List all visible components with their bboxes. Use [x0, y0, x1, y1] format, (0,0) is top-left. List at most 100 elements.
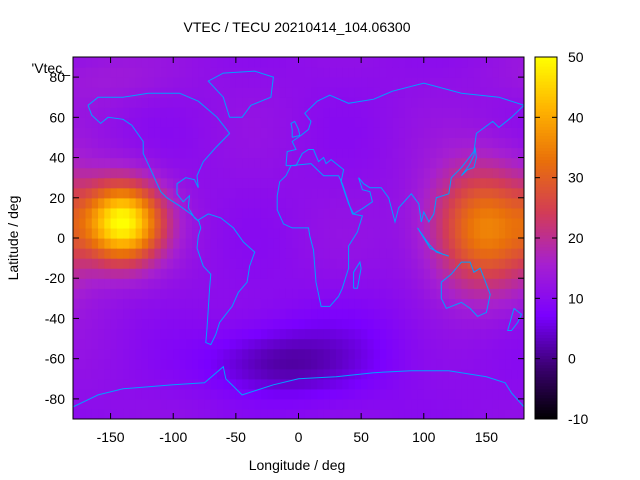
heatmap-cell	[166, 167, 174, 179]
heatmap-cell	[135, 167, 143, 179]
heatmap-cell	[73, 167, 80, 179]
heatmap-cell	[373, 238, 381, 249]
heatmap-cell	[110, 167, 118, 179]
heatmap-cell	[185, 248, 193, 259]
heatmap-cell	[498, 137, 506, 149]
heatmap-cell	[91, 87, 99, 98]
heatmap-cell	[361, 348, 368, 360]
heatmap-cell	[279, 137, 287, 149]
heatmap-cell	[517, 278, 524, 289]
heatmap-cell	[110, 248, 118, 259]
heatmap-cell	[317, 137, 325, 149]
heatmap-cell	[185, 338, 193, 350]
heatmap-cell	[285, 217, 293, 229]
heatmap-cell	[336, 408, 343, 419]
heatmap-cell	[204, 127, 212, 139]
heatmap-cell	[273, 248, 281, 259]
heatmap-cell	[404, 338, 412, 350]
heatmap-cell	[386, 167, 394, 179]
heatmap-cell	[166, 278, 174, 289]
heatmap-cell	[430, 97, 437, 108]
heatmap-cell	[492, 338, 500, 350]
heatmap-cell	[361, 77, 368, 88]
heatmap-cell	[367, 328, 375, 340]
heatmap-cell	[392, 268, 400, 279]
heatmap-cell	[148, 298, 156, 309]
heatmap-cell	[336, 67, 343, 78]
heatmap-cell	[235, 338, 243, 350]
heatmap-cell	[323, 318, 331, 330]
heatmap-cell	[279, 87, 287, 98]
heatmap-cell	[342, 67, 350, 78]
heatmap-cell	[235, 278, 243, 289]
heatmap-cell	[505, 298, 513, 309]
heatmap-cell	[160, 368, 168, 380]
heatmap-cell	[342, 87, 350, 98]
heatmap-cell	[361, 177, 368, 189]
heatmap-cell	[91, 67, 99, 78]
heatmap-cell	[98, 408, 105, 419]
heatmap-cell	[373, 217, 381, 229]
heatmap-cell	[455, 338, 462, 350]
heatmap-cell	[141, 268, 149, 279]
heatmap-cell	[386, 288, 394, 299]
heatmap-cell	[229, 177, 237, 189]
heatmap-cell	[129, 258, 137, 269]
heatmap-cell	[235, 348, 243, 360]
heatmap-cell	[148, 227, 156, 239]
heatmap-cell	[98, 238, 105, 249]
heatmap-cell	[480, 408, 488, 419]
heatmap-cell	[192, 378, 199, 390]
heatmap-cell	[323, 57, 331, 68]
colorbar-segment	[535, 57, 557, 61]
heatmap-cell	[85, 338, 93, 350]
heatmap-cell	[210, 398, 218, 410]
heatmap-cell	[79, 298, 87, 309]
colorbar-segment	[535, 247, 557, 251]
heatmap-cell	[379, 207, 387, 219]
heatmap-cell	[179, 67, 187, 78]
heatmap-cell	[329, 238, 337, 249]
heatmap-cell	[448, 97, 456, 108]
heatmap-cell	[198, 227, 206, 239]
heatmap-cell	[411, 87, 419, 98]
heatmap-cell	[455, 378, 462, 390]
heatmap-cell	[292, 268, 300, 279]
heatmap-cell	[173, 368, 181, 380]
heatmap-cell	[442, 227, 450, 239]
heatmap-cell	[329, 368, 337, 380]
heatmap-cell	[329, 187, 337, 199]
heatmap-cell	[217, 278, 224, 289]
heatmap-cell	[229, 207, 237, 219]
heatmap-cell	[292, 177, 300, 189]
heatmap-cell	[423, 67, 431, 78]
heatmap-cell	[505, 207, 513, 219]
heatmap-cell	[104, 67, 112, 78]
heatmap-cell	[430, 177, 437, 189]
heatmap-cell	[273, 207, 281, 219]
heatmap-cell	[79, 187, 87, 199]
heatmap-cell	[217, 378, 224, 390]
heatmap-cell	[473, 157, 481, 169]
heatmap-cell	[430, 278, 437, 289]
heatmap-cell	[79, 328, 87, 340]
heatmap-cell	[417, 388, 425, 400]
heatmap-cell	[323, 147, 331, 159]
heatmap-cell	[430, 378, 437, 390]
heatmap-cell	[392, 368, 400, 380]
heatmap-cell	[486, 87, 494, 98]
heatmap-cell	[192, 288, 199, 299]
heatmap-cell	[285, 408, 293, 419]
heatmap-cell	[498, 127, 506, 139]
heatmap-cell	[135, 348, 143, 360]
heatmap-cell	[104, 368, 112, 380]
heatmap-cell	[285, 318, 293, 330]
heatmap-cell	[317, 288, 325, 299]
heatmap-cell	[129, 117, 137, 128]
heatmap-cell	[141, 278, 149, 289]
heatmap-cell	[436, 388, 444, 400]
heatmap-cell	[173, 77, 181, 88]
heatmap-cell	[235, 328, 243, 340]
heatmap-cell	[185, 177, 193, 189]
heatmap-cell	[179, 147, 187, 159]
